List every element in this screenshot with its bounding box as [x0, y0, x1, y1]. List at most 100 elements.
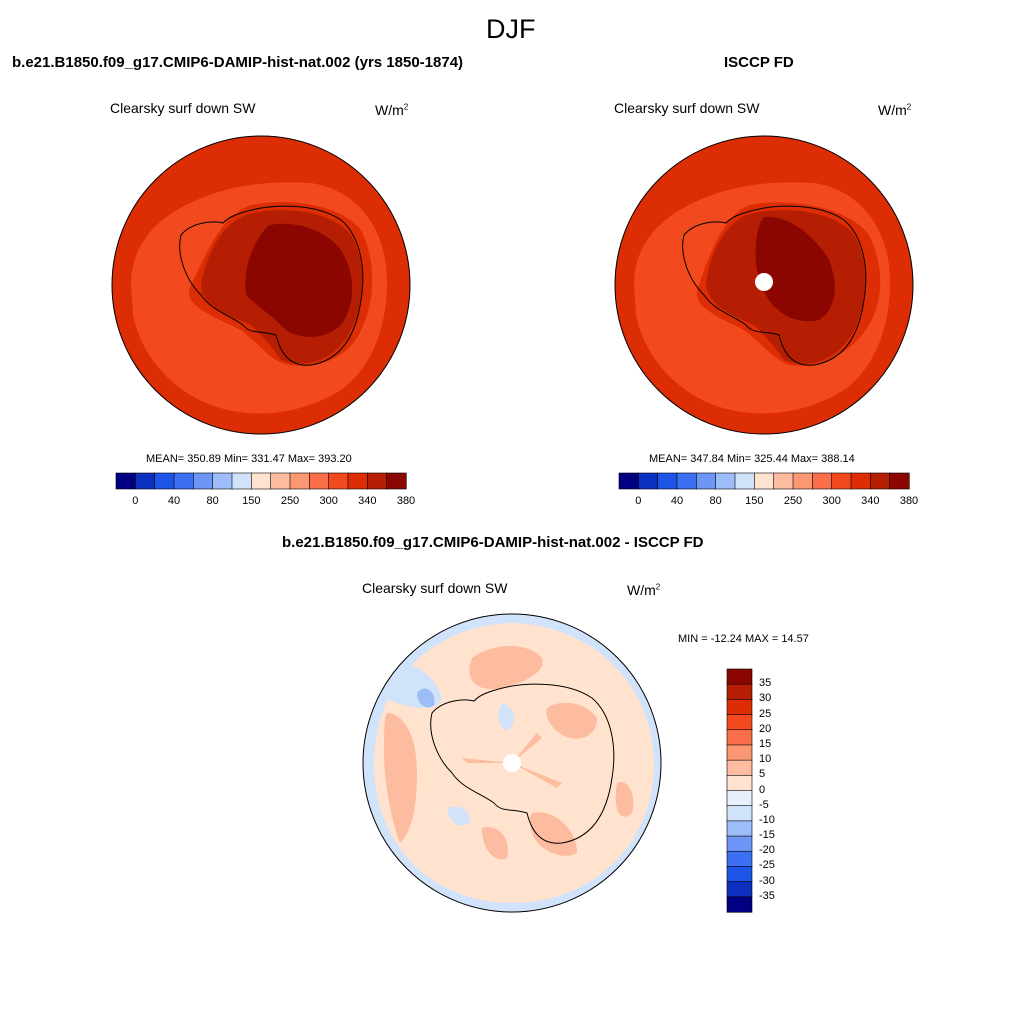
obs-colorbar-swatch [850, 472, 871, 490]
model-colorbar-tick-label: 340 [358, 495, 377, 507]
diff-colorbar-tick-label: 10 [759, 753, 772, 766]
obs-antarctica-coastline [682, 205, 867, 366]
diff-colorbar-swatch [726, 699, 753, 716]
obs-colorbar-swatch [889, 472, 910, 490]
model-colorbar-swatch [231, 472, 252, 490]
diff-colorbar-swatch [726, 668, 753, 685]
diff-colorbar-swatch [726, 759, 753, 776]
diff-colorbar-swatch [726, 850, 753, 868]
model-colorbar-tick-label: 80 [206, 495, 219, 507]
diff-colorbar-tick-label: 35 [759, 677, 772, 690]
obs-colorbar-swatch [638, 472, 659, 490]
diff-colorbar-swatch [726, 744, 753, 761]
diff-colorbar-swatch [726, 896, 753, 913]
model-antarctica-coastline [179, 205, 364, 366]
model-colorbar-swatch [289, 472, 310, 490]
diff-positive-streak-a [462, 758, 512, 763]
diff-colorbar-tick-label: 0 [759, 783, 766, 796]
diff-positive-patch-sw [482, 827, 508, 860]
diff-units-exponent: 2 [655, 582, 661, 592]
obs-colorbar-tick-label: 40 [670, 495, 684, 507]
obs-colorbar-tick-label: 250 [783, 495, 803, 507]
diff-colorbar-swatch [726, 775, 753, 792]
diff-colorbar-tick-label: 30 [759, 692, 772, 705]
obs-units-exponent: 2 [906, 102, 912, 112]
diff-colorbar-swatch [726, 820, 753, 837]
diff-negative-patch-n [417, 688, 435, 708]
obs-units-text: W/m [878, 102, 907, 118]
model-colorbar-swatch [367, 472, 388, 490]
diff-panel-title: b.e21.B1850.f09_g17.CMIP6-DAMIP-hist-nat… [282, 534, 704, 551]
diff-colorbar-tick-label: 5 [759, 768, 766, 781]
obs-colorbar-swatch [734, 472, 755, 490]
diff-units-text: W/m [627, 582, 656, 598]
diff-positive-patch-s [529, 812, 577, 856]
model-colorbar-swatch [173, 472, 194, 490]
diff-colorbar-tick-label: -20 [759, 844, 775, 857]
obs-colorbar-swatches [618, 472, 910, 490]
model-colorbar-swatch [251, 472, 272, 490]
diff-polar-map [362, 613, 662, 913]
model-colorbar-tick-label: 40 [167, 495, 181, 507]
model-variable-label: Clearsky surf down SW [110, 100, 256, 116]
obs-colorbar-swatch [618, 472, 639, 490]
obs-colorbar-swatch [676, 472, 697, 490]
diff-variable-label: Clearsky surf down SW [362, 580, 508, 596]
diff-colorbar-tick-label: 15 [759, 737, 772, 750]
model-panel-title: b.e21.B1850.f09_g17.CMIP6-DAMIP-hist-nat… [12, 54, 464, 71]
diff-map-border [362, 613, 662, 913]
obs-pole-missing-data [755, 273, 773, 291]
obs-colorbar-swatch [773, 472, 794, 490]
obs-colorbar-swatch [696, 472, 717, 490]
model-colorbar-swatch [386, 472, 407, 490]
model-colorbar-tick-label: 380 [396, 495, 416, 507]
model-colorbar-swatch [270, 472, 291, 490]
model-colorbar [115, 472, 407, 490]
model-colorbar-tick-label: 0 [132, 495, 139, 507]
model-colorbar-tick-label: 150 [242, 495, 261, 507]
model-colorbar-swatch [347, 472, 368, 490]
obs-units-label: W/m2 [878, 102, 911, 118]
figure-title: DJF [486, 14, 536, 44]
model-colorbar-swatches [115, 472, 407, 490]
obs-colorbar-swatch [870, 472, 891, 490]
diff-positive-patch-ne [546, 702, 597, 739]
model-colorbar-swatch [193, 472, 214, 490]
diff-colorbar-tick-label: -10 [759, 813, 775, 826]
diff-colorbar-swatch [726, 881, 753, 898]
obs-map-border [614, 135, 914, 435]
diff-colorbar-tick-label: -5 [759, 798, 769, 811]
obs-colorbar-tick-label: 340 [861, 495, 880, 507]
obs-colorbar-tick-label: 380 [899, 495, 919, 507]
diff-pole-missing-data [503, 754, 521, 772]
obs-colorbar-tick-label: 300 [822, 495, 841, 507]
diff-colorbar-swatches [726, 668, 753, 913]
diff-positive-patch-north [469, 645, 543, 690]
obs-colorbar-swatch [657, 472, 678, 490]
diff-colorbar-swatch [726, 866, 753, 883]
diff-antarctica-coastline [430, 683, 615, 844]
diff-colorbar-swatch [726, 835, 753, 852]
obs-colorbar-swatch [754, 472, 775, 490]
model-colorbar-swatch [154, 472, 175, 490]
diff-colorbar [726, 668, 753, 913]
obs-colorbar-tick-label: 0 [635, 495, 642, 507]
model-antarctic-interior [245, 223, 353, 337]
obs-colorbar [618, 472, 910, 490]
obs-colorbar-tick-label: 80 [709, 495, 722, 507]
diff-colorbar-tick-label: -30 [759, 874, 775, 887]
obs-colorbar-swatch [812, 472, 833, 490]
diff-colorbar-swatch [726, 714, 753, 731]
diff-units-label: W/m2 [627, 582, 660, 598]
obs-stats-text: MEAN= 347.84 Min= 325.44 Max= 388.14 [649, 453, 855, 465]
model-units-exponent: 2 [403, 102, 409, 112]
diff-colorbar-tick-label: 25 [759, 707, 772, 720]
model-units-label: W/m2 [375, 102, 408, 118]
diff-positive-streak-b [512, 763, 562, 788]
obs-colorbar-swatch [792, 472, 813, 490]
model-colorbar-swatch [115, 472, 136, 490]
obs-colorbar-tick-label: 150 [745, 495, 764, 507]
model-stats-text: MEAN= 350.89 Min= 331.47 Max= 393.20 [146, 453, 352, 465]
model-polar-map [111, 135, 411, 435]
diff-negative-patch-interior [498, 703, 514, 731]
